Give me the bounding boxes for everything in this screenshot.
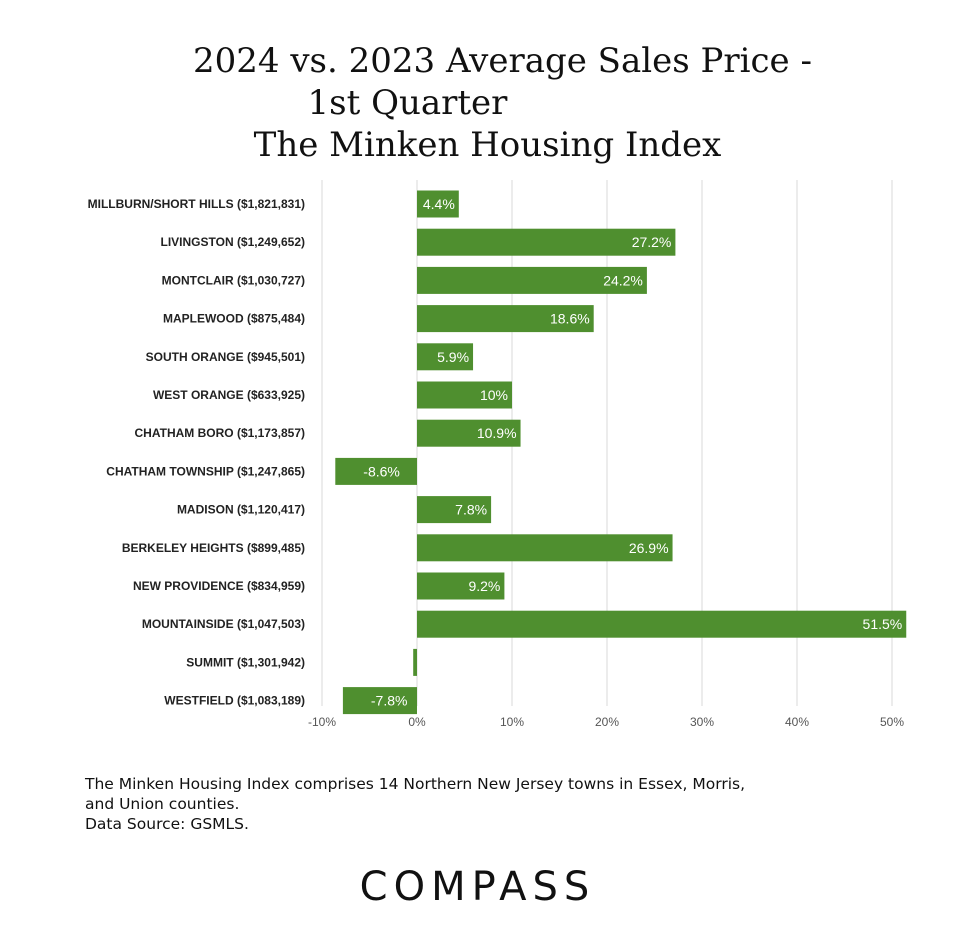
data-label: 26.9% — [629, 540, 669, 556]
category-label: MOUNTAINSIDE ($1,047,503) — [142, 617, 305, 631]
category-label: MILLBURN/SHORT HILLS ($1,821,831) — [88, 197, 305, 211]
bar — [335, 457, 417, 485]
x-tick-label: 10% — [500, 715, 524, 729]
data-label: 7.8% — [455, 502, 487, 518]
x-tick-label: 30% — [690, 715, 714, 729]
footnote-line-3: Data Source: GSMLS. — [85, 815, 249, 833]
data-label: 10% — [480, 387, 508, 403]
category-label: MAPLEWOOD ($875,484) — [163, 312, 305, 326]
chart-title: 2024 vs. 2023 Average Sales Price - 1st … — [0, 40, 955, 166]
bar — [342, 687, 417, 715]
data-label: 4.4% — [423, 196, 455, 212]
chart-title-line-3: The Minken Housing Index — [253, 125, 722, 165]
category-label: MADISON ($1,120,417) — [177, 503, 305, 517]
data-label: -8.6% — [363, 463, 400, 479]
category-label: WEST ORANGE ($633,925) — [153, 388, 305, 402]
bar — [417, 534, 673, 562]
bar — [417, 496, 492, 524]
data-label: 18.6% — [550, 311, 590, 327]
chart-title-line-2: 1st Quarter — [307, 83, 508, 123]
bar — [417, 343, 474, 371]
bar — [417, 190, 459, 218]
bar — [413, 648, 417, 676]
bar — [417, 381, 512, 409]
footnote-line-1: The Minken Housing Index comprises 14 No… — [85, 775, 746, 793]
data-label: 27.2% — [632, 234, 672, 250]
bar — [417, 266, 647, 294]
bar — [417, 610, 907, 638]
data-label: -7.8% — [371, 693, 408, 709]
bar — [417, 305, 594, 333]
category-label: NEW PROVIDENCE ($834,959) — [133, 579, 305, 593]
data-label: 51.5% — [863, 616, 903, 632]
bar — [417, 419, 521, 447]
category-label: CHATHAM BORO ($1,173,857) — [135, 426, 305, 440]
x-tick-label: 20% — [595, 715, 619, 729]
x-tick-label: 0% — [408, 715, 426, 729]
bar — [417, 572, 505, 600]
data-label: 24.2% — [603, 272, 643, 288]
compass-logo: COMPASS — [359, 864, 596, 910]
footnote: The Minken Housing Index comprises 14 No… — [85, 774, 905, 834]
category-label: MONTCLAIR ($1,030,727) — [162, 273, 305, 287]
chart-title-line-1: 2024 vs. 2023 Average Sales Price - — [193, 41, 812, 81]
category-label: LIVINGSTON ($1,249,652) — [160, 235, 305, 249]
category-label: WESTFIELD ($1,083,189) — [164, 694, 305, 708]
bar — [417, 228, 676, 256]
category-label: SUMMIT ($1,301,942) — [186, 655, 305, 669]
category-label: SOUTH ORANGE ($945,501) — [146, 350, 305, 364]
footnote-line-2: and Union counties. — [85, 795, 240, 813]
bar-chart: -10% 0% 10% 20% 30% 40% 50% MILLBURN/SHORT HILL… — [88, 180, 907, 729]
x-tick-label: 40% — [785, 715, 809, 729]
data-label: 9.2% — [468, 578, 500, 594]
data-label: 10.9% — [477, 425, 517, 441]
x-tick-label: 50% — [880, 715, 904, 729]
category-label: BERKELEY HEIGHTS ($899,485) — [122, 541, 305, 555]
category-label: CHATHAM TOWNSHIP ($1,247,865) — [106, 464, 305, 478]
data-label: 5.9% — [437, 349, 469, 365]
x-tick-label: -10% — [308, 715, 336, 729]
